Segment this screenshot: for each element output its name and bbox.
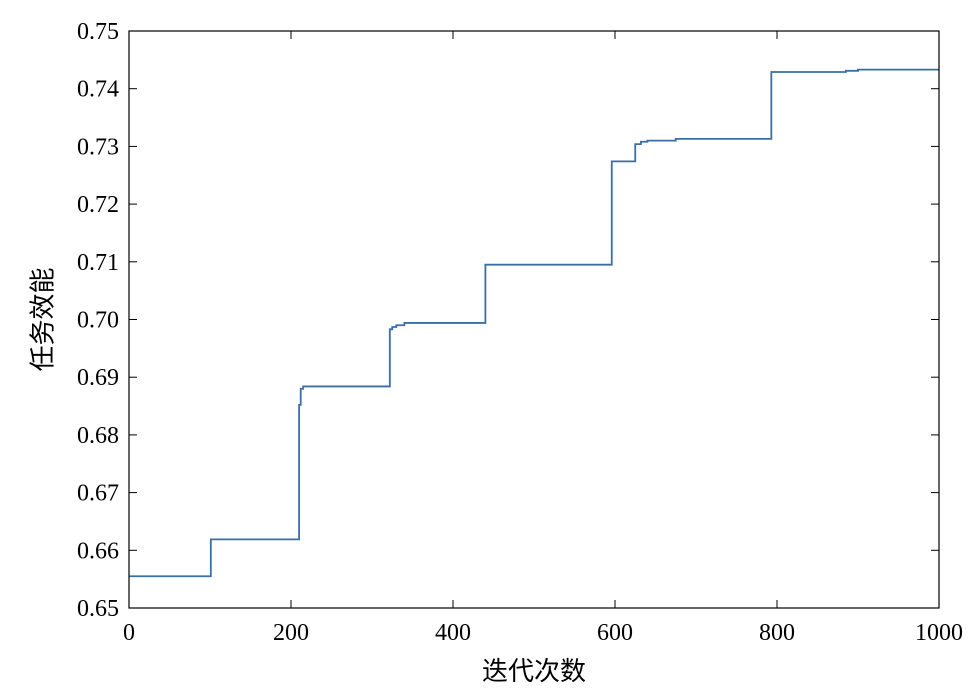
y-tick-label: 0.66 [77, 538, 119, 564]
x-tick-label: 0 [123, 620, 135, 646]
x-tick-label: 200 [273, 620, 309, 646]
x-tick-label: 800 [759, 620, 795, 646]
y-tick-label: 0.74 [77, 77, 119, 103]
y-tick-label: 0.69 [77, 365, 119, 391]
series-layer [129, 68, 939, 578]
plot-frame [128, 30, 940, 609]
tick-labels: 0 200 400 600 800 1000 0.65 0.66 0.67 0.68 0.69 0.7… [77, 19, 963, 646]
y-tick-label: 0.65 [77, 596, 119, 622]
y-axis-label: 任务效能 [29, 267, 59, 371]
y-tick-label: 0.68 [77, 423, 119, 449]
x-axis-label: 迭代次数 [482, 657, 586, 687]
y-tick-label: 0.67 [77, 481, 119, 507]
y-tick-label: 0.71 [77, 250, 119, 276]
axis-ticks [128, 30, 940, 609]
y-tick-label: 0.72 [77, 192, 119, 218]
y-tick-label: 0.70 [77, 308, 119, 334]
series-line [129, 68, 939, 578]
x-tick-label: 1000 [915, 620, 963, 646]
x-tick-label: 600 [597, 620, 633, 646]
y-tick-label: 0.75 [77, 19, 119, 45]
x-tick-label: 400 [435, 620, 471, 646]
y-tick-label: 0.73 [77, 134, 119, 160]
